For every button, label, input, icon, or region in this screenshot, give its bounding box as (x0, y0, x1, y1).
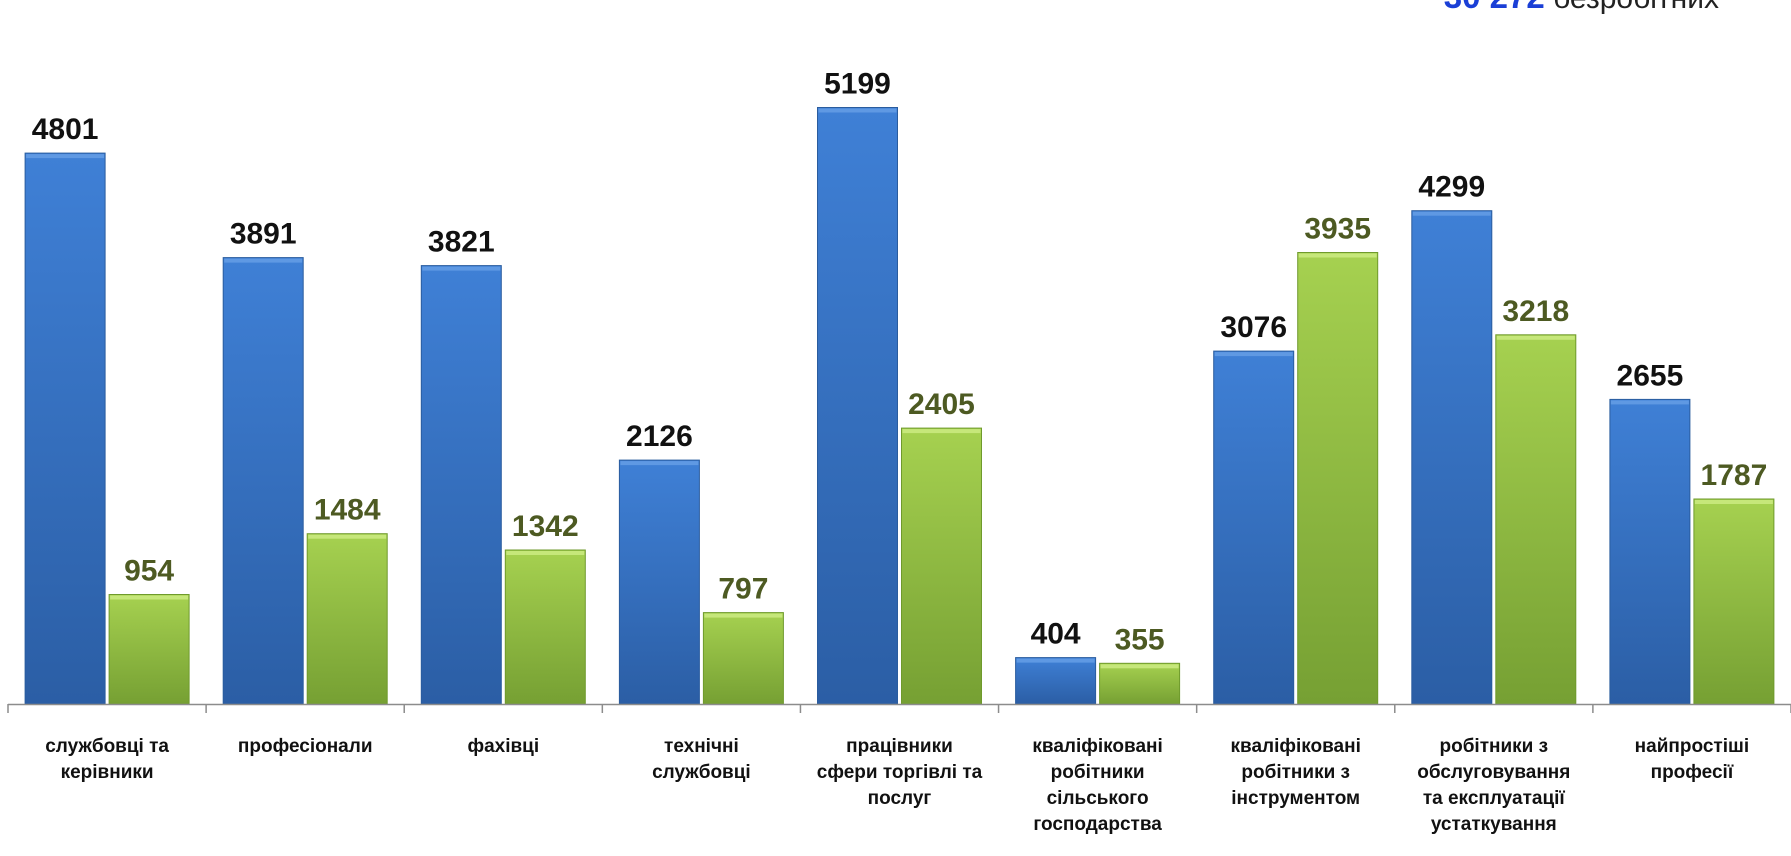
bar-green-3 (504, 549, 586, 705)
value-label-blue-9: 2655 (1617, 359, 1684, 392)
value-label-green-5: 2405 (908, 388, 975, 421)
bar-green-2 (306, 533, 388, 705)
bar-blue-9 (1609, 398, 1691, 705)
bar-blue-4 (618, 459, 700, 705)
value-label-green-1: 954 (124, 555, 174, 588)
value-label-green-3: 1342 (512, 510, 579, 543)
bar-blue-highlight-6 (1016, 658, 1095, 663)
value-label-green-2: 1484 (314, 494, 381, 527)
bar-blue-highlight-1 (26, 154, 105, 159)
value-label-blue-6: 404 (1031, 618, 1081, 651)
bar-blue-3 (420, 265, 502, 705)
bar-blue-highlight-9 (1610, 400, 1689, 405)
category-label-2: професіонали (237, 736, 373, 757)
bar-green-4 (702, 612, 784, 705)
category-label-9: найпростіші професії (1634, 736, 1750, 783)
bar-green-highlight-1 (110, 595, 189, 600)
total-unemployed: 30 272 безробітних (1444, 0, 1719, 16)
value-label-green-9: 1787 (1701, 459, 1768, 492)
value-label-blue-7: 3076 (1220, 311, 1287, 344)
bar-green-7 (1297, 252, 1379, 705)
category-label-8: робітники з обслуговування та експлуатації… (1417, 736, 1571, 835)
value-label-blue-3: 3821 (428, 226, 495, 259)
value-label-green-4: 797 (718, 573, 768, 606)
bar-green-highlight-8 (1496, 335, 1575, 340)
total-label: безробітних (1553, 0, 1719, 15)
category-label-3: фахівці (467, 736, 540, 757)
bar-green-8 (1495, 334, 1577, 705)
bar-green-9 (1693, 498, 1775, 705)
bar-green-highlight-4 (704, 613, 783, 618)
bar-green-highlight-3 (506, 551, 585, 555)
bar-blue-highlight-2 (224, 258, 303, 263)
bar-blue-highlight-4 (620, 461, 699, 466)
bar-blue-highlight-5 (818, 108, 897, 113)
value-label-green-8: 3218 (1502, 295, 1569, 328)
value-label-blue-5: 5199 (824, 68, 891, 101)
bar-blue-8 (1411, 210, 1493, 705)
bar-blue-5 (817, 107, 898, 705)
category-label-1: службовці та керівники (45, 736, 169, 783)
value-label-blue-4: 2126 (626, 420, 693, 453)
bar-green-highlight-9 (1694, 500, 1773, 504)
bar-green-highlight-7 (1298, 253, 1377, 258)
category-label-6: кваліфіковані робітники сільського господар… (1032, 736, 1163, 835)
value-label-blue-2: 3891 (230, 218, 297, 251)
bar-blue-6 (1015, 657, 1097, 705)
bar-green-5 (901, 427, 982, 705)
bar-blue-highlight-3 (422, 266, 501, 271)
bar-green-highlight-6 (1100, 664, 1179, 669)
bar-blue-7 (1213, 350, 1295, 705)
bar-green-1 (108, 594, 190, 705)
bar-blue-1 (24, 152, 106, 705)
value-label-green-7: 3935 (1304, 213, 1371, 246)
category-label-4: технічні службовці (652, 736, 751, 783)
value-label-blue-8: 4299 (1418, 171, 1485, 204)
value-label-green-6: 355 (1115, 623, 1165, 656)
bar-blue-2 (222, 257, 304, 705)
total-value: 30 272 (1444, 0, 1545, 15)
category-label-5: працівники сфери торгівлі та послуг (816, 736, 983, 809)
bar-green-6 (1099, 662, 1181, 705)
bar-blue-highlight-8 (1412, 211, 1491, 216)
category-label-7: кваліфіковані робітники з інструментом (1230, 736, 1361, 809)
value-label-blue-1: 4801 (32, 113, 99, 146)
bar-green-highlight-2 (308, 534, 387, 539)
bar-green-highlight-5 (902, 429, 981, 434)
bar-blue-highlight-7 (1214, 352, 1293, 357)
